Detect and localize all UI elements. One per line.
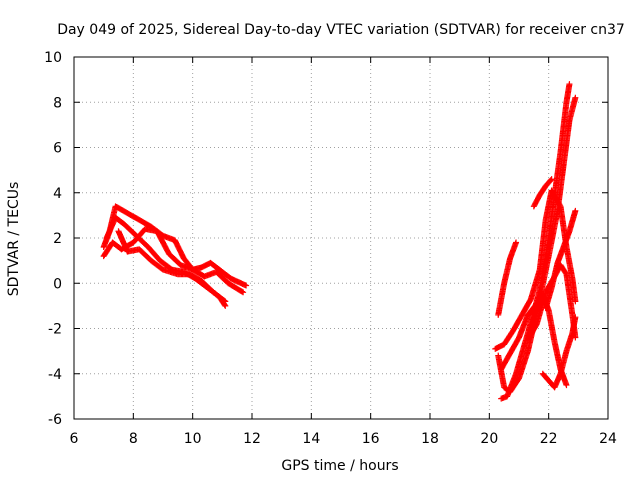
data-point <box>240 289 247 296</box>
y-tick-label: 10 <box>44 50 62 66</box>
data-layer <box>100 81 579 402</box>
series-track-k <box>539 314 579 391</box>
x-axis-label: GPS time / hours <box>281 458 398 474</box>
data-point <box>513 239 520 246</box>
data-point <box>547 177 554 184</box>
data-point <box>239 288 246 295</box>
y-tick-label: 2 <box>53 231 62 247</box>
series-track-d <box>115 228 229 305</box>
y-tick-label: 4 <box>53 186 62 202</box>
data-point <box>566 81 573 88</box>
y-tick-label: 8 <box>53 95 62 111</box>
x-tick-label: 24 <box>599 431 617 447</box>
x-tick-label: 14 <box>302 431 320 447</box>
data-point <box>221 297 228 304</box>
x-tick-label: 16 <box>362 431 380 447</box>
x-tick-label: 18 <box>421 431 439 447</box>
data-point <box>572 298 579 305</box>
y-tick-label: -4 <box>48 367 62 383</box>
data-point <box>572 314 579 321</box>
series-track-m <box>530 176 555 210</box>
data-point <box>243 282 250 289</box>
data-point <box>222 298 229 305</box>
x-tick-label: 6 <box>70 431 79 447</box>
y-tick-label: -2 <box>48 322 62 338</box>
x-tick-label: 22 <box>540 431 558 447</box>
data-point <box>548 176 555 183</box>
x-tick-label: 12 <box>243 431 261 447</box>
y-tick-label: 0 <box>53 276 62 292</box>
series-track-h <box>492 187 579 352</box>
tick-layer <box>73 56 609 420</box>
y-axis-label: SDTVAR / TECUs <box>6 182 22 297</box>
y-tick-label: 6 <box>53 141 62 157</box>
x-tick-label: 8 <box>129 431 138 447</box>
series-track-g <box>495 239 520 318</box>
chart-title: Day 049 of 2025, Sidereal Day-to-day VTE… <box>57 22 625 38</box>
data-point <box>572 94 579 101</box>
series-track-l <box>542 207 579 312</box>
x-tick-label: 10 <box>184 431 202 447</box>
x-tick-label: 20 <box>480 431 498 447</box>
grid-layer <box>74 57 608 419</box>
data-point <box>572 207 579 214</box>
data-point <box>563 382 570 389</box>
y-tick-label: -6 <box>48 412 62 428</box>
